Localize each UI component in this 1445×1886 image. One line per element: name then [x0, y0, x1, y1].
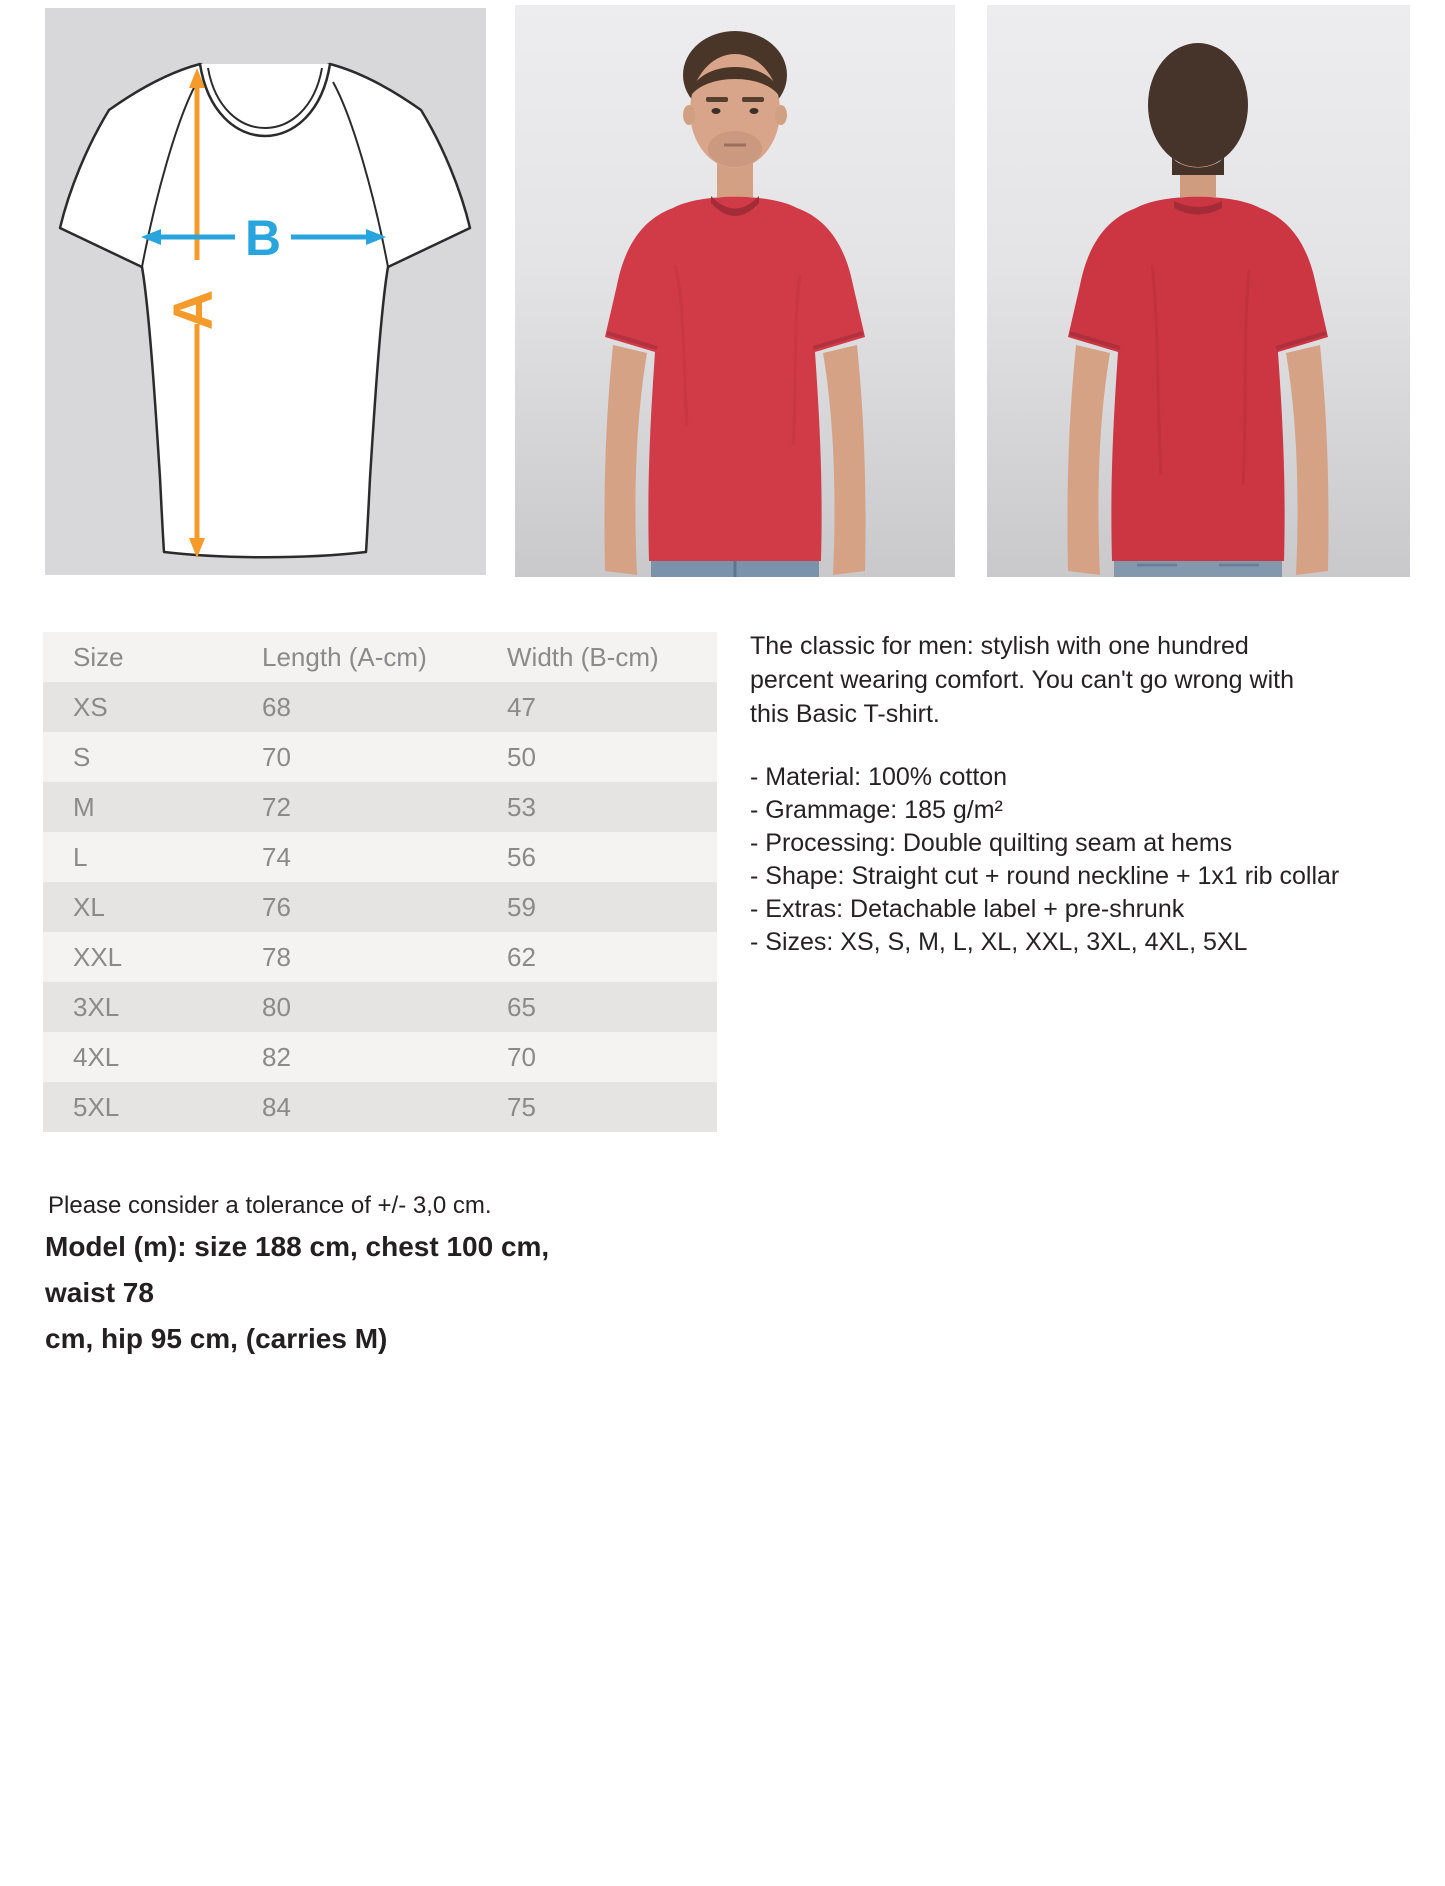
collar-front — [711, 196, 759, 216]
size-table: Size Length (A-cm) Width (B-cm) XS 68 47 S 7… — [43, 632, 717, 1132]
table-cell: 70 — [262, 741, 291, 772]
table-cell: 68 — [262, 691, 291, 722]
table-cell: 70 — [507, 1041, 536, 1072]
feature-item: - Processing: Double quilting seam at he… — [750, 829, 1233, 857]
table-cell: 50 — [507, 741, 536, 772]
table-cell: 75 — [507, 1091, 536, 1122]
front-photo-illustration — [515, 5, 955, 577]
collar-outer-line — [198, 63, 332, 138]
collar-back — [1174, 201, 1222, 215]
left-arm-back — [1067, 345, 1110, 575]
table-row: S 70 50 — [43, 732, 717, 782]
right-armhole-seam — [332, 81, 389, 268]
table-cell: L — [73, 841, 88, 872]
table-cell: 4XL — [73, 1041, 120, 1072]
width-column-header: Width (B-cm) — [507, 641, 659, 672]
table-cell: 84 — [262, 1091, 291, 1122]
feature-item: - Material: 100% cotton — [750, 763, 1008, 791]
feature-item: - Extras: Detachable label + pre-shrunk — [750, 895, 1185, 923]
tshirt-back — [1068, 196, 1328, 561]
tshirt-measurement-diagram: A B — [58, 62, 472, 559]
table-row: L 74 56 — [43, 832, 717, 882]
model-note: Model (m): size 188 cm, chest 100 cm, wa… — [45, 1231, 550, 1354]
table-cell: 3XL — [73, 991, 120, 1022]
size-column-header: Size — [73, 641, 124, 672]
feature-list: - Material: 100% cotton - Grammage: 185 g… — [750, 761, 1426, 959]
table-row: M 72 53 — [43, 782, 717, 832]
table-cell: 47 — [507, 691, 536, 722]
length-arrow-a — [189, 68, 205, 558]
feature-item: - Shape: Straight cut + round neckline +… — [750, 862, 1340, 890]
feature-item: - Grammage: 185 g/m² — [750, 796, 1003, 824]
table-cell: XS — [73, 691, 108, 722]
left-arm — [604, 345, 647, 575]
back-photo — [987, 5, 1410, 577]
description-intro: The classic for men: stylish with one hu… — [750, 632, 1294, 728]
table-row: 4XL 82 70 — [43, 1032, 717, 1082]
table-cell: S — [73, 741, 91, 772]
left-armhole-seam — [141, 81, 198, 268]
tshirt-outline — [58, 62, 472, 559]
table-row: XS 68 47 — [43, 682, 717, 732]
size-diagram-panel: A B — [45, 8, 486, 575]
table-cell: XL — [73, 891, 105, 922]
table-cell: 62 — [507, 941, 536, 972]
product-description: The classic for men: stylish with one hu… — [750, 629, 1426, 959]
length-column-header: Length (A-cm) — [262, 641, 427, 672]
table-row: XXL 78 62 — [43, 932, 717, 982]
table-row: 3XL 80 65 — [43, 982, 717, 1032]
table-cell: 59 — [507, 891, 536, 922]
size-table-header-row: Size Length (A-cm) Width (B-cm) — [43, 632, 717, 682]
table-cell: 82 — [262, 1041, 291, 1072]
width-arrow-b — [141, 229, 386, 245]
table-cell: 80 — [262, 991, 291, 1022]
hair-back — [1148, 43, 1248, 167]
table-cell: 74 — [262, 841, 291, 872]
right-arm — [823, 345, 866, 575]
table-cell: 65 — [507, 991, 536, 1022]
label-b: B — [245, 210, 281, 266]
table-cell: 53 — [507, 791, 536, 822]
beard-shadow — [708, 131, 762, 167]
table-cell: 56 — [507, 841, 536, 872]
front-photo — [515, 5, 955, 577]
table-row: 5XL 84 75 — [43, 1082, 717, 1132]
right-arm-back — [1286, 345, 1329, 575]
label-a: A — [161, 290, 224, 330]
table-row: XL 76 59 — [43, 882, 717, 932]
table-cell: 5XL — [73, 1091, 120, 1122]
back-photo-illustration — [987, 5, 1410, 577]
table-cell: XXL — [73, 941, 123, 972]
table-cell: 72 — [262, 791, 291, 822]
table-cell: 78 — [262, 941, 291, 972]
feature-item: - Sizes: XS, S, M, L, XL, XXL, 3XL, 4XL,… — [750, 928, 1248, 956]
collar-inner-line — [207, 67, 323, 129]
table-cell: 76 — [262, 891, 291, 922]
size-table-body: XS 68 47 S 70 50 M 72 53 L 74 56 XL 76 59 XXL 78 62 3XL 80 6… — [43, 682, 717, 1132]
table-cell: M — [73, 791, 95, 822]
tolerance-note: Please consider a tolerance of +/- 3,0 c… — [48, 1192, 492, 1219]
